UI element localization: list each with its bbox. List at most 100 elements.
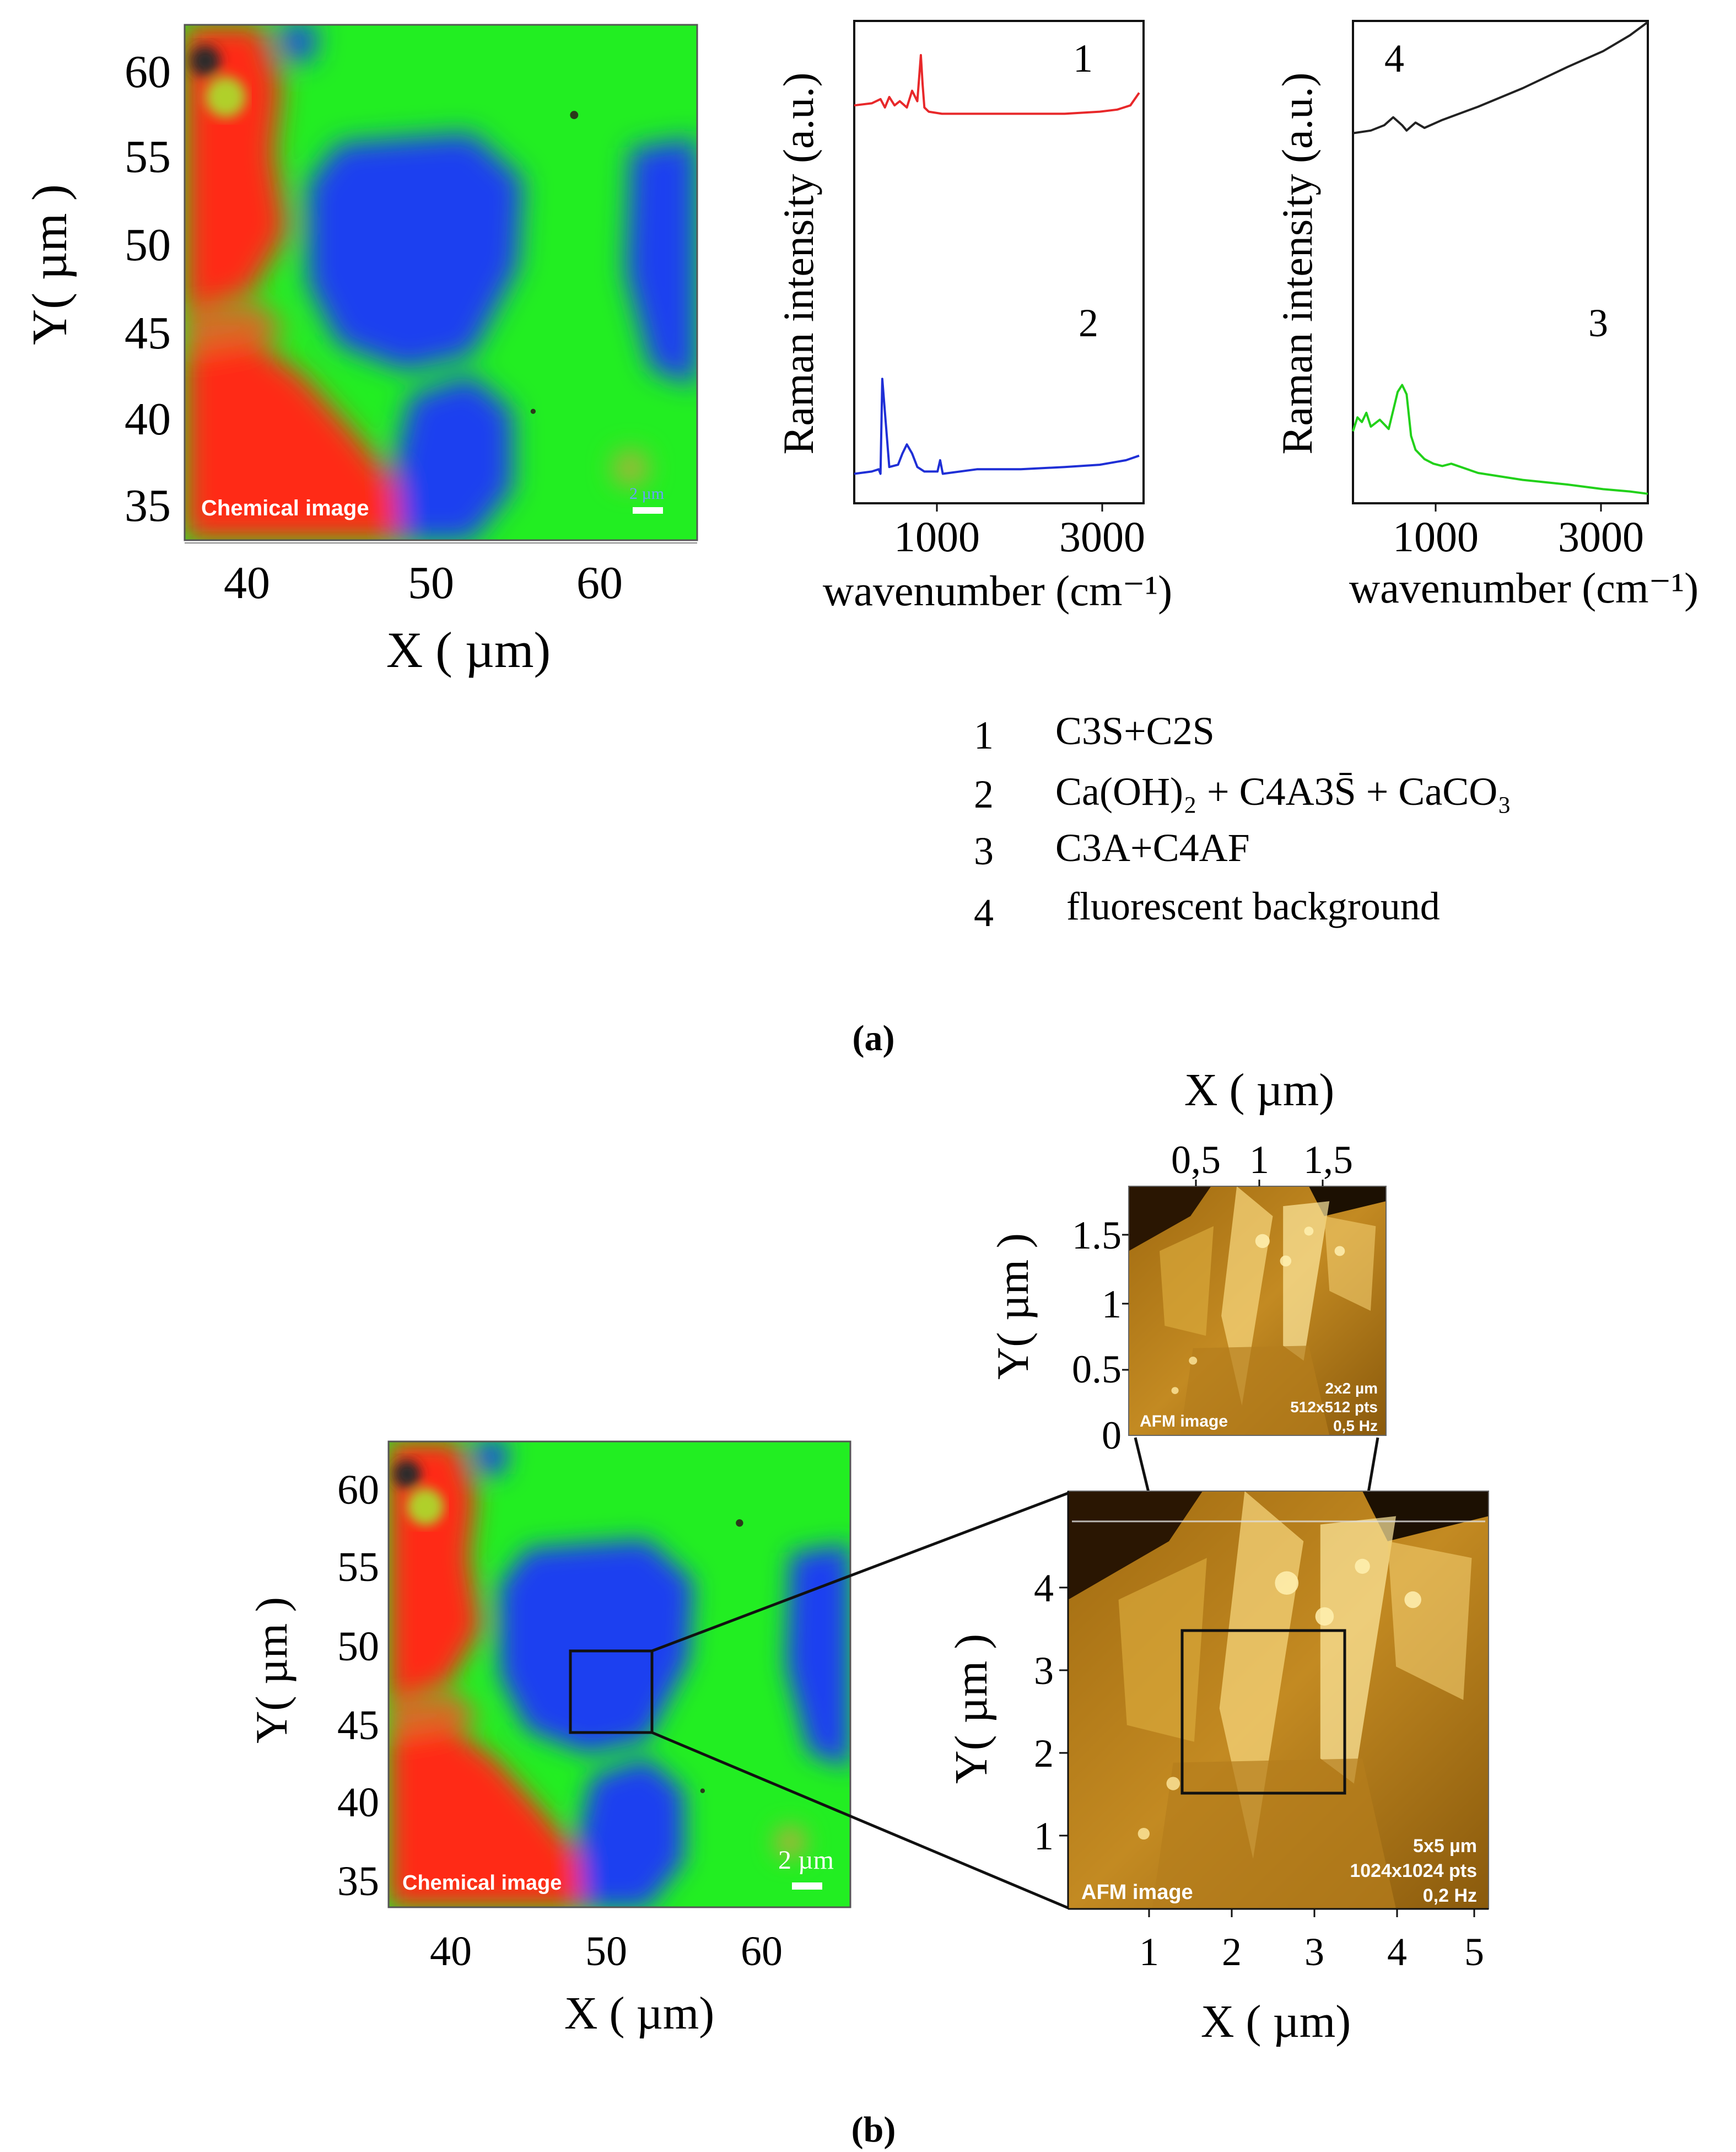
afm-small-xtick: 1 bbox=[1249, 1138, 1269, 1182]
afm-large-xtick: 3 bbox=[1304, 1930, 1324, 1974]
spectrum-line-2 bbox=[854, 378, 1140, 475]
chemical-map-b-image bbox=[389, 1441, 850, 1907]
raman-chart-left: 1 2 1000 3000 wavenumber (cm⁻¹) Raman in… bbox=[774, 20, 1172, 615]
map-a-ytick: 35 bbox=[125, 480, 171, 531]
spectrum-label-4: 4 bbox=[1384, 36, 1404, 80]
afm-large-ytick: 2 bbox=[1034, 1731, 1054, 1776]
map-b-ytick: 40 bbox=[337, 1779, 379, 1826]
afm-small-xlabel: X ( µm) bbox=[1184, 1064, 1334, 1116]
map-a-ytick: 50 bbox=[125, 219, 171, 271]
panel-b-label: (b) bbox=[851, 2110, 896, 2150]
afm-image-large: AFM image 5x5 µm 1024x1024 pts 0,2 Hz 4 … bbox=[946, 1491, 1489, 2047]
map-a-ytick: 45 bbox=[125, 308, 171, 359]
afm-large-overlay: AFM image bbox=[1081, 1881, 1193, 1904]
map-b-xtick: 50 bbox=[585, 1928, 627, 1975]
afm-large-xtick: 2 bbox=[1222, 1930, 1242, 1974]
legend-text: fluorescent background bbox=[1066, 884, 1440, 928]
afm-large-ylabel: Y( µm ) bbox=[946, 1634, 997, 1784]
map-a-scale-bar bbox=[633, 507, 663, 514]
map-a-ytick: 40 bbox=[125, 394, 171, 445]
map-a-y-axis: 60 55 50 45 40 35 Y( µm ) bbox=[23, 46, 171, 531]
raman-right-xtick: 3000 bbox=[1558, 513, 1644, 561]
afm-large-xtick: 5 bbox=[1464, 1930, 1484, 1974]
afm-small-ytick: 0.5 bbox=[1072, 1347, 1122, 1391]
afm-large-info: 5x5 µm bbox=[1413, 1836, 1477, 1857]
map-b-xtick: 40 bbox=[430, 1928, 472, 1975]
raman-chart-left-plot bbox=[854, 54, 1140, 475]
afm-large-y-axis: 4 3 2 1 Y( µm ) bbox=[946, 1491, 1069, 1909]
raman-right-ylabel: Raman intensity (a.u.) bbox=[1273, 72, 1321, 454]
map-b-overlay: Chemical image bbox=[402, 1871, 562, 1895]
legend-num: 3 bbox=[974, 829, 994, 873]
afm-small-overlay: AFM image bbox=[1140, 1412, 1228, 1430]
spectra-legend: 1 C3S+C2S 2 Ca(OH)₂ + C4A3S̄ + CaCO₃ 3 C… bbox=[974, 709, 1511, 935]
afm-small-y-axis: 1.5 1 0.5 0 Y( µm ) bbox=[988, 1213, 1129, 1457]
map-b-scale-label: 2 µm bbox=[778, 1846, 834, 1875]
legend-num: 2 bbox=[974, 772, 994, 816]
raman-left-xtick: 1000 bbox=[894, 513, 980, 561]
raman-left-ylabel: Raman intensity (a.u.) bbox=[774, 72, 822, 454]
map-b-xlabel: X ( µm) bbox=[564, 1988, 714, 2039]
afm-small-ytick: 0 bbox=[1102, 1413, 1122, 1457]
map-b-ytick: 50 bbox=[337, 1623, 379, 1670]
map-a-scale-label: 2 µm bbox=[629, 485, 664, 503]
chemical-map-a-image bbox=[185, 25, 697, 540]
map-b-ytick: 55 bbox=[337, 1544, 379, 1590]
map-a-xtick: 40 bbox=[224, 557, 270, 609]
legend-num: 4 bbox=[974, 891, 994, 935]
spectrum-line-3 bbox=[1352, 384, 1648, 495]
map-b-ytick: 45 bbox=[337, 1702, 379, 1748]
raman-right-xtick: 1000 bbox=[1393, 513, 1479, 561]
afm-small-ylabel: Y( µm ) bbox=[988, 1233, 1038, 1380]
map-b-ytick: 60 bbox=[337, 1467, 379, 1513]
spectrum-label-1: 1 bbox=[1073, 36, 1093, 80]
raman-left-xlabel: wavenumber (cm⁻¹) bbox=[823, 567, 1172, 615]
chemical-map-a: Chemical image 2 µm 60 55 50 45 40 35 Y(… bbox=[23, 24, 698, 678]
afm-large-xtick: 1 bbox=[1139, 1930, 1159, 1974]
afm-large-xtick: 4 bbox=[1387, 1930, 1407, 1974]
legend-num: 1 bbox=[974, 713, 994, 757]
map-a-xtick: 50 bbox=[408, 557, 454, 609]
spectrum-line-4 bbox=[1352, 21, 1649, 134]
afm-small-info: 0,5 Hz bbox=[1333, 1417, 1378, 1434]
map-a-ytick: 55 bbox=[125, 131, 171, 182]
afm-image-small: AFM image 2x2 µm 512x512 pts 0,5 Hz X ( … bbox=[988, 1064, 1387, 1457]
legend-text: C3S+C2S bbox=[1055, 709, 1215, 753]
afm-small-xtick: 0,5 bbox=[1171, 1138, 1221, 1182]
spectrum-line-1 bbox=[854, 54, 1140, 115]
afm-large-ytick: 1 bbox=[1034, 1814, 1054, 1858]
map-b-x-axis: 40 50 60 X ( µm) bbox=[430, 1928, 783, 2039]
zoom-region-box bbox=[569, 1649, 654, 1734]
raman-right-xlabel: wavenumber (cm⁻¹) bbox=[1349, 564, 1699, 612]
chemical-map-b: Chemical image 2 µm 60 55 50 45 40 35 Y(… bbox=[246, 1440, 851, 2039]
raman-chart-right-plot bbox=[1352, 21, 1649, 495]
afm-large-ytick: 3 bbox=[1034, 1649, 1054, 1693]
map-b-y-axis: 60 55 50 45 40 35 Y( µm ) bbox=[246, 1467, 379, 1904]
map-a-xlabel: X ( µm) bbox=[386, 622, 551, 678]
map-a-x-axis: 40 50 60 X ( µm) bbox=[185, 542, 697, 678]
afm-large-ytick: 4 bbox=[1034, 1566, 1054, 1610]
map-a-ytick: 60 bbox=[125, 46, 171, 98]
map-b-ytick: 35 bbox=[337, 1858, 379, 1904]
legend-text: Ca(OH)₂ + C4A3S̄ + CaCO₃ bbox=[1055, 770, 1511, 814]
map-b-xtick: 60 bbox=[741, 1928, 783, 1975]
panel-a-label: (a) bbox=[853, 1018, 895, 1058]
afm-small-xtick: 1,5 bbox=[1303, 1138, 1353, 1182]
afm-small-ytick: 1.5 bbox=[1072, 1213, 1122, 1257]
afm-small-ytick: 1 bbox=[1102, 1282, 1122, 1326]
spectrum-label-3: 3 bbox=[1588, 301, 1608, 345]
afm-large-xlabel: X ( µm) bbox=[1201, 1996, 1351, 2047]
afm-small-x-axis: X ( µm) 0,5 1 1,5 bbox=[1171, 1064, 1353, 1186]
afm-large-info: 0,2 Hz bbox=[1423, 1885, 1477, 1906]
map-a-ylabel: Y( µm ) bbox=[23, 184, 77, 345]
map-b-scale-bar bbox=[792, 1882, 822, 1890]
afm-small-info: 2x2 µm bbox=[1325, 1380, 1378, 1397]
afm-large-x-axis: 1 2 3 4 5 X ( µm) bbox=[1068, 1908, 1489, 2047]
spectrum-label-2: 2 bbox=[1079, 301, 1098, 345]
map-b-ylabel: Y( µm ) bbox=[246, 1597, 296, 1744]
afm-large-info: 1024x1024 pts bbox=[1350, 1860, 1477, 1881]
afm-small-info: 512x512 pts bbox=[1290, 1398, 1378, 1416]
legend-text: C3A+C4AF bbox=[1055, 826, 1250, 870]
map-a-overlay: Chemical image bbox=[201, 496, 369, 520]
